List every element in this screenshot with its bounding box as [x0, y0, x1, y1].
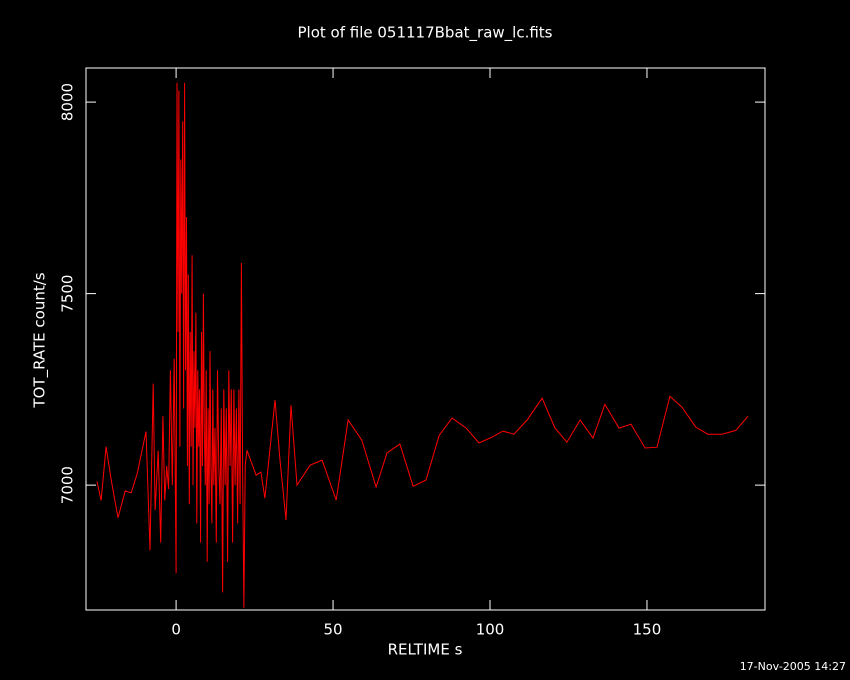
plot-frame — [85, 67, 766, 611]
data-line — [96, 82, 749, 608]
y-axis-label: TOT_RATE count/s — [31, 272, 50, 408]
x-tick-label: 150 — [633, 621, 662, 639]
x-axis-label: RELTIME s — [388, 641, 463, 659]
y-tick-label: 7000 — [59, 466, 77, 504]
y-tick-label: 8000 — [59, 83, 77, 121]
x-tick-label: 100 — [476, 621, 505, 639]
x-tick-label: 50 — [324, 621, 343, 639]
y-tick-label: 7500 — [59, 275, 77, 313]
footer-timestamp: 17-Nov-2005 14:27 — [740, 660, 846, 673]
chart-title: Plot of file 051117Bbat_raw_lc.fits — [298, 24, 553, 43]
x-tick-label: 0 — [171, 621, 181, 639]
